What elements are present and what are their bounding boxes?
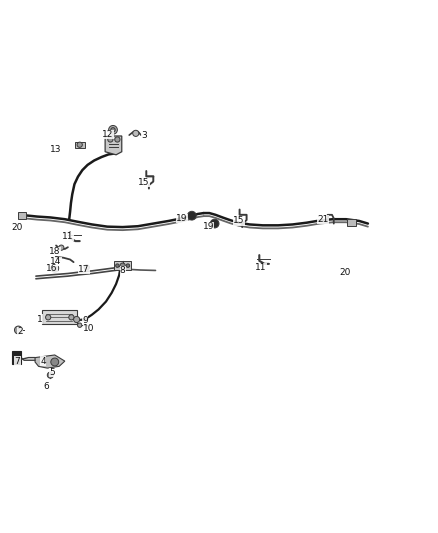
Text: 5: 5 <box>49 368 55 377</box>
Circle shape <box>53 266 57 270</box>
Text: 7: 7 <box>14 357 21 366</box>
Text: 15: 15 <box>233 216 244 225</box>
Text: 9: 9 <box>82 316 88 325</box>
Text: 20: 20 <box>11 223 22 231</box>
Bar <box>114 261 131 270</box>
Text: 15: 15 <box>138 178 149 187</box>
Bar <box>42 310 77 324</box>
Text: 6: 6 <box>43 382 49 391</box>
Circle shape <box>77 142 82 147</box>
Bar <box>347 219 356 226</box>
Circle shape <box>126 264 130 268</box>
Circle shape <box>69 314 74 320</box>
Circle shape <box>84 265 89 270</box>
Bar <box>12 351 21 364</box>
Circle shape <box>108 137 113 142</box>
Text: 11: 11 <box>62 232 74 241</box>
Circle shape <box>51 358 59 366</box>
Text: 18: 18 <box>49 247 61 256</box>
Circle shape <box>47 372 53 378</box>
Circle shape <box>59 245 64 251</box>
Circle shape <box>74 317 80 322</box>
Text: 1: 1 <box>37 314 43 324</box>
Polygon shape <box>35 355 65 368</box>
Text: 16: 16 <box>46 264 57 273</box>
Text: 8: 8 <box>120 266 126 276</box>
Text: 14: 14 <box>50 257 62 266</box>
Circle shape <box>120 263 125 268</box>
Bar <box>75 142 85 148</box>
Text: 10: 10 <box>83 324 94 333</box>
Circle shape <box>116 264 119 268</box>
Circle shape <box>111 128 115 132</box>
Text: 2: 2 <box>18 327 23 336</box>
Circle shape <box>210 219 219 228</box>
Circle shape <box>78 323 82 327</box>
Circle shape <box>133 130 139 136</box>
Polygon shape <box>105 136 122 155</box>
Text: 19: 19 <box>203 222 214 231</box>
Circle shape <box>115 137 120 142</box>
Circle shape <box>14 326 22 334</box>
Circle shape <box>109 125 117 134</box>
Bar <box>18 212 26 219</box>
Text: 12: 12 <box>102 130 113 139</box>
Circle shape <box>187 211 196 220</box>
Text: 4: 4 <box>40 357 46 366</box>
Text: 21: 21 <box>318 215 329 224</box>
Text: 13: 13 <box>50 144 62 154</box>
Text: 17: 17 <box>78 264 90 273</box>
Text: 11: 11 <box>255 263 266 272</box>
Text: 20: 20 <box>339 268 351 277</box>
Circle shape <box>51 264 59 272</box>
Text: 3: 3 <box>141 131 148 140</box>
Circle shape <box>46 314 51 320</box>
Text: 19: 19 <box>176 214 187 223</box>
